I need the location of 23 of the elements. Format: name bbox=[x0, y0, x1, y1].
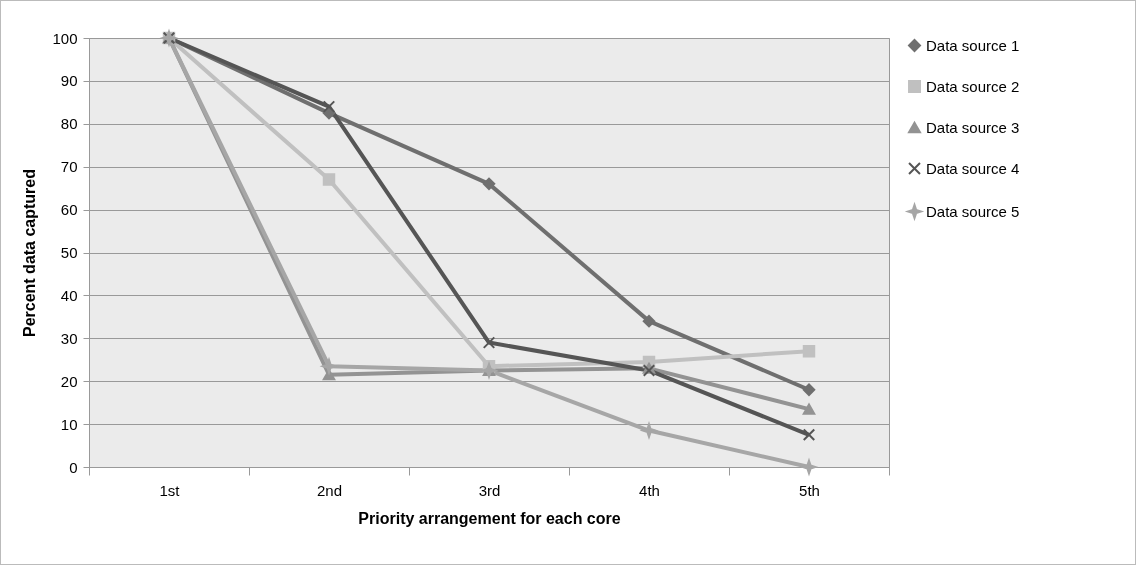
legend-label: Data source 4 bbox=[926, 159, 1020, 177]
x-tick-label: 1st bbox=[159, 481, 181, 499]
y-tick-label: 40 bbox=[60, 286, 78, 304]
legend-label: Data source 1 bbox=[926, 36, 1020, 54]
y-tick-label: 30 bbox=[60, 329, 78, 347]
x-tick-label: 5th bbox=[799, 481, 820, 499]
y-tick-label: 100 bbox=[52, 29, 78, 47]
x-tick-label: 4th bbox=[639, 481, 660, 499]
x-tick-label: 3rd bbox=[478, 481, 501, 499]
y-axis-title: Percent data captured bbox=[21, 168, 39, 338]
y-tick-label: 80 bbox=[60, 115, 78, 133]
x-axis-title: Priority arrangement for each core bbox=[358, 509, 621, 527]
x-tick-label: 2nd bbox=[316, 481, 343, 499]
y-tick-label: 0 bbox=[69, 458, 78, 476]
y-tick-label: 60 bbox=[60, 201, 78, 219]
legend-label: Data source 5 bbox=[926, 202, 1020, 220]
legend-label: Data source 2 bbox=[926, 77, 1020, 95]
y-tick-label: 20 bbox=[60, 372, 78, 390]
legend-label: Data source 3 bbox=[926, 118, 1020, 136]
y-tick-label: 10 bbox=[60, 415, 78, 433]
y-tick-label: 90 bbox=[60, 72, 78, 90]
y-tick-label: 50 bbox=[60, 244, 78, 261]
y-tick-label: 70 bbox=[60, 158, 78, 176]
